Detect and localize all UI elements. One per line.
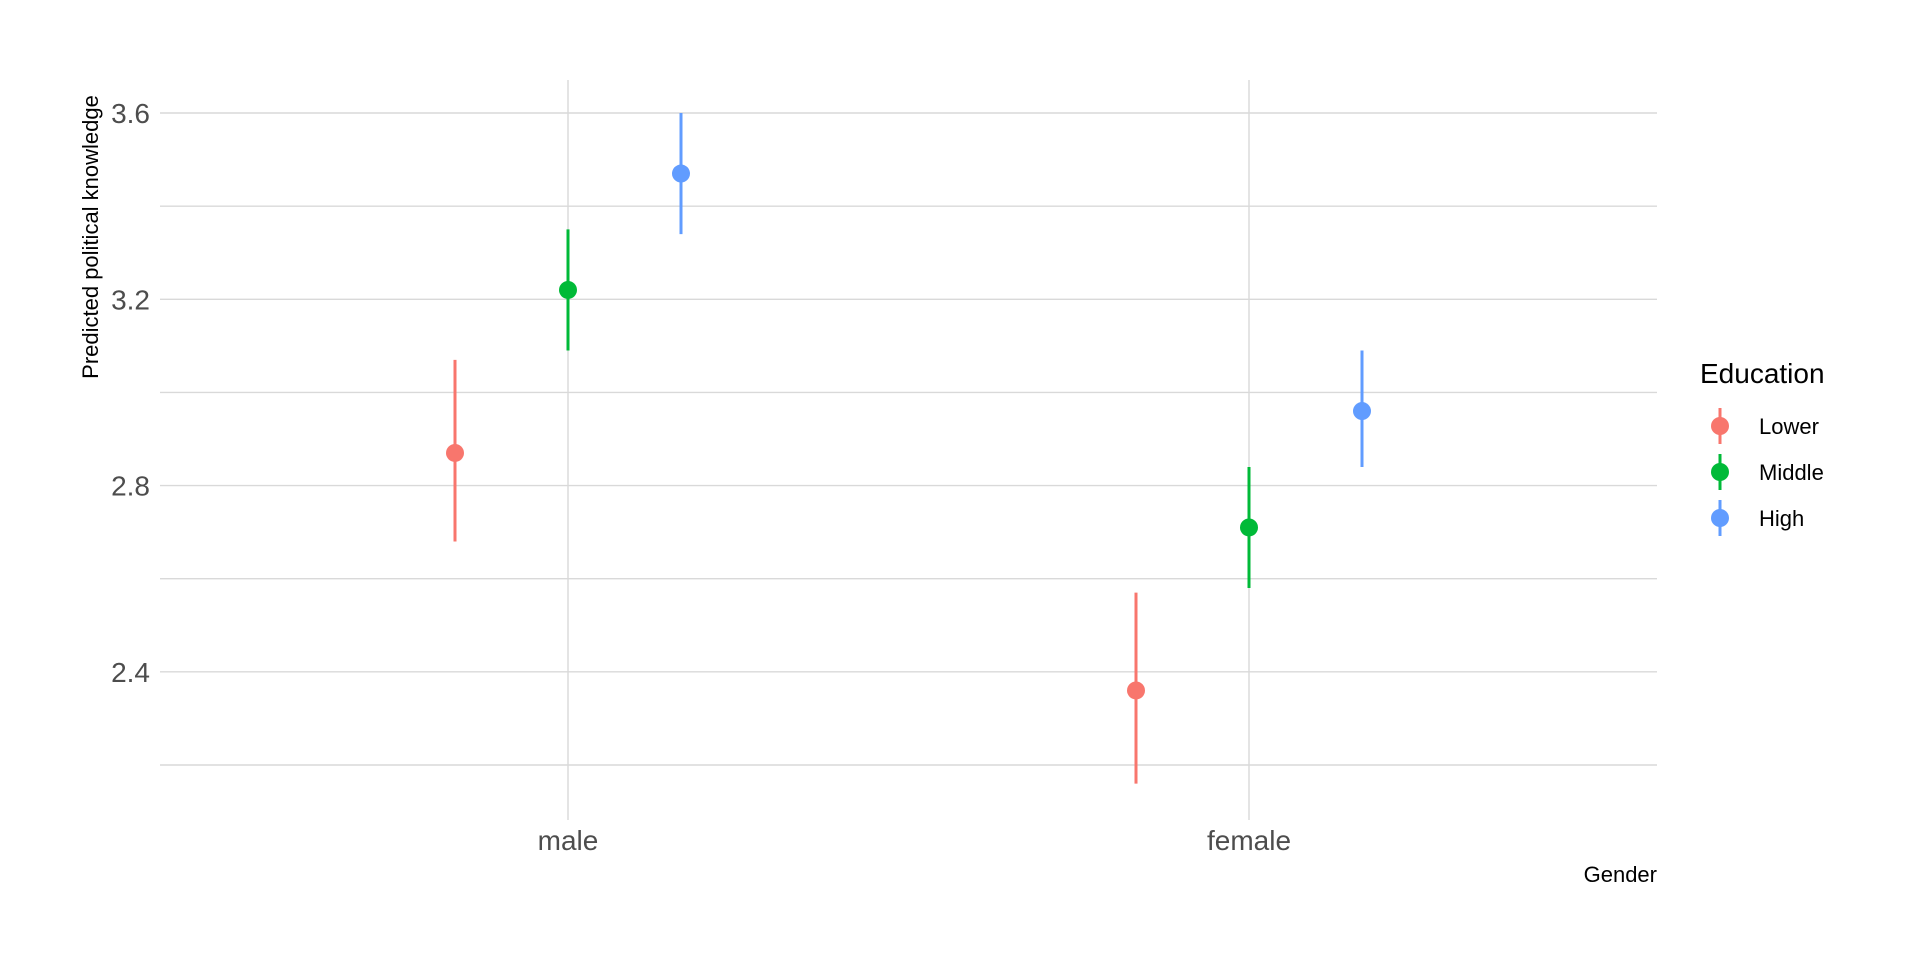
point-high — [1353, 402, 1371, 421]
x-tick-label: female — [1207, 825, 1291, 856]
point-middle — [559, 280, 577, 299]
legend-title: Education — [1700, 358, 1825, 389]
y-axis-title: Predicted political knowledge — [78, 95, 103, 379]
point-lower — [1127, 681, 1145, 700]
point-high — [672, 164, 690, 183]
x-axis-title: Gender — [1584, 862, 1657, 887]
y-tick-label: 2.4 — [111, 657, 150, 688]
marks-layer — [446, 113, 1371, 784]
y-tick-label: 3.6 — [111, 98, 150, 129]
y-tick-label: 3.2 — [111, 284, 150, 315]
legend-label-high: High — [1759, 506, 1804, 531]
legend-key-point-high — [1711, 509, 1729, 527]
axis-layer: Predicted political knowledge Gender 2.4… — [78, 95, 1657, 887]
legend-label-middle: Middle — [1759, 460, 1824, 485]
legend-label-lower: Lower — [1759, 414, 1819, 439]
legend-key-point-middle — [1711, 463, 1729, 481]
x-tick-label: male — [538, 825, 599, 856]
grid-layer — [160, 80, 1657, 820]
point-middle — [1240, 518, 1258, 537]
y-tick-label: 2.8 — [111, 471, 150, 502]
legend: Education Lower Middle High — [1700, 358, 1825, 536]
legend-key-point-lower — [1711, 417, 1729, 435]
point-lower — [446, 443, 464, 462]
